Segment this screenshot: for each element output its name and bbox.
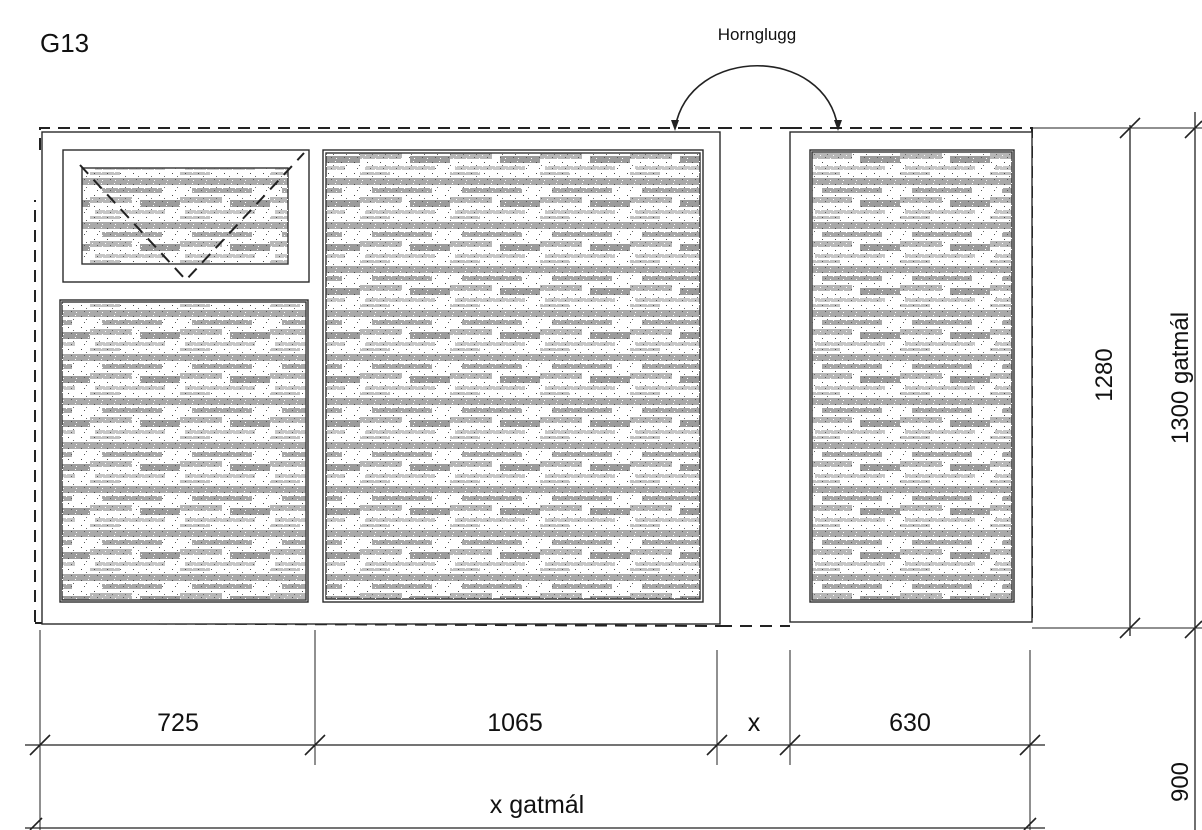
- drawing-id-label: G13: [40, 28, 89, 58]
- vent-glass-noise: [82, 168, 288, 264]
- dimension-sill-height: 900: [1167, 762, 1194, 802]
- dimension-width-middle: 1065: [487, 709, 543, 737]
- corner-arc: [674, 64, 839, 129]
- corner-arrow-left-icon: [671, 120, 679, 131]
- horizontal-dimensions: [25, 630, 1045, 830]
- lower-left-glass-noise: [62, 302, 306, 600]
- dimension-total-height: 1300 gatmál: [1167, 312, 1194, 444]
- dimension-width-right: 630: [889, 709, 931, 737]
- dimension-total-width: x gatmál: [490, 791, 584, 819]
- corner-window-label: Hornglugg: [718, 25, 796, 44]
- dimension-inner-height: 1280: [1091, 348, 1118, 401]
- corner-arrow-right-icon: [834, 120, 842, 131]
- right-glass-noise: [812, 152, 1012, 600]
- middle-glass-noise: [326, 153, 700, 599]
- vertical-dimensions: [1032, 112, 1202, 830]
- dimension-width-gap: x: [748, 709, 761, 737]
- vent-opening-indicator: [79, 152, 305, 282]
- dimension-width-left: 725: [157, 709, 199, 737]
